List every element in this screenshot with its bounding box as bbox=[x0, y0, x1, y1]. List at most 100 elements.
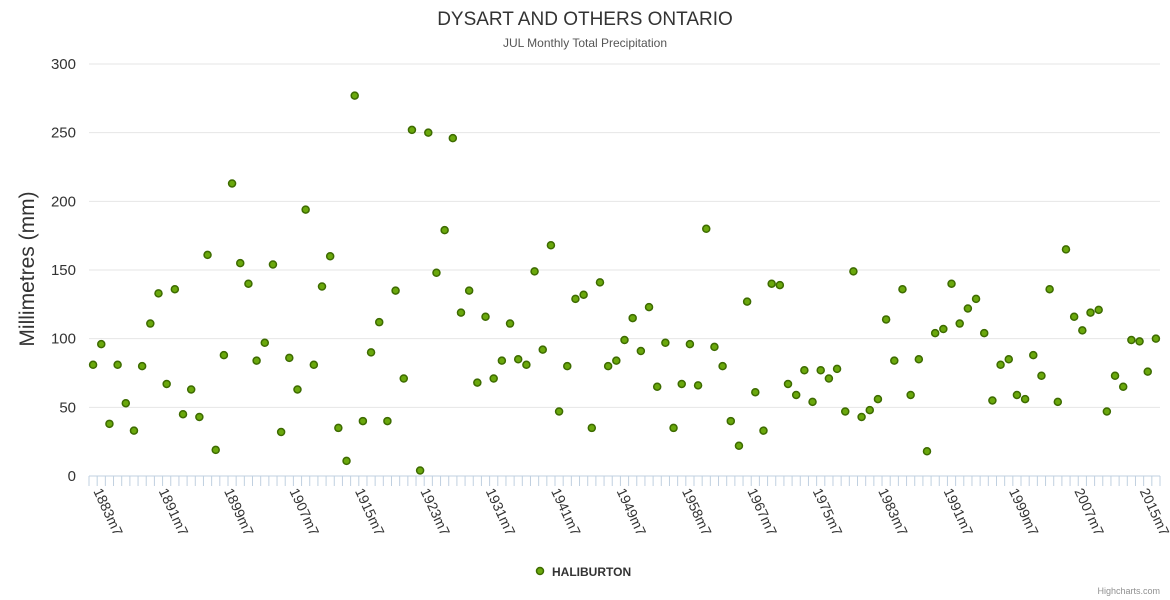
data-point[interactable] bbox=[930, 328, 940, 338]
data-point[interactable] bbox=[522, 360, 531, 370]
data-point[interactable] bbox=[88, 360, 98, 370]
data-point[interactable] bbox=[113, 360, 122, 370]
data-point[interactable] bbox=[1045, 284, 1054, 294]
data-point[interactable] bbox=[186, 385, 196, 394]
data-point[interactable] bbox=[840, 407, 850, 416]
data-point[interactable] bbox=[1078, 326, 1087, 335]
data-point[interactable] bbox=[334, 423, 343, 433]
data-point[interactable] bbox=[448, 133, 458, 143]
data-point[interactable] bbox=[1127, 335, 1136, 345]
data-point[interactable] bbox=[1012, 390, 1022, 400]
data-point[interactable] bbox=[1029, 350, 1038, 360]
data-point[interactable] bbox=[587, 423, 597, 433]
data-point[interactable] bbox=[497, 356, 507, 365]
data-point[interactable] bbox=[1118, 382, 1128, 391]
data-point[interactable] bbox=[399, 374, 409, 383]
data-point[interactable] bbox=[342, 456, 351, 466]
legend-item[interactable]: HALIBURTON bbox=[535, 565, 632, 579]
data-point[interactable] bbox=[546, 241, 556, 250]
data-point[interactable] bbox=[456, 308, 466, 317]
data-point[interactable] bbox=[415, 466, 425, 475]
data-point[interactable] bbox=[849, 267, 858, 276]
data-point[interactable] bbox=[391, 286, 400, 295]
data-point[interactable] bbox=[734, 441, 744, 451]
data-point[interactable] bbox=[407, 125, 417, 135]
data-point[interactable] bbox=[767, 279, 776, 288]
data-point[interactable] bbox=[530, 267, 539, 276]
data-point[interactable] bbox=[260, 338, 270, 348]
data-point[interactable] bbox=[751, 387, 760, 397]
data-point[interactable] bbox=[473, 378, 482, 387]
data-point[interactable] bbox=[873, 394, 883, 404]
data-point[interactable] bbox=[922, 447, 932, 456]
data-point[interactable] bbox=[579, 290, 588, 299]
data-point[interactable] bbox=[718, 361, 727, 371]
data-point[interactable] bbox=[742, 297, 752, 306]
data-point[interactable] bbox=[881, 315, 891, 324]
data-point[interactable] bbox=[832, 364, 842, 374]
data-point[interactable] bbox=[914, 355, 924, 364]
data-point[interactable] bbox=[1037, 371, 1046, 380]
data-point[interactable] bbox=[374, 317, 384, 327]
data-point[interactable] bbox=[203, 250, 212, 260]
data-point[interactable] bbox=[464, 286, 474, 295]
data-point[interactable] bbox=[268, 260, 278, 269]
data-point[interactable] bbox=[775, 280, 785, 290]
data-point[interactable] bbox=[783, 379, 793, 389]
data-point[interactable] bbox=[1053, 397, 1063, 407]
data-point[interactable] bbox=[219, 350, 229, 360]
data-point[interactable] bbox=[759, 426, 768, 435]
data-point[interactable] bbox=[693, 381, 703, 390]
data-point[interactable] bbox=[317, 282, 327, 291]
data-point[interactable] bbox=[971, 294, 981, 304]
data-point[interactable] bbox=[325, 252, 335, 261]
data-point[interactable] bbox=[685, 339, 695, 349]
data-point[interactable] bbox=[890, 356, 899, 365]
data-point[interactable] bbox=[1061, 245, 1071, 254]
data-point[interactable] bbox=[1102, 407, 1112, 416]
data-point[interactable] bbox=[105, 419, 114, 429]
data-point[interactable] bbox=[603, 361, 613, 371]
data-point[interactable] bbox=[816, 366, 825, 375]
data-point[interactable] bbox=[710, 342, 719, 352]
data-point[interactable] bbox=[146, 319, 155, 328]
data-point[interactable] bbox=[1004, 355, 1014, 364]
data-point[interactable] bbox=[440, 225, 449, 235]
data-point[interactable] bbox=[865, 405, 875, 415]
data-point[interactable] bbox=[170, 284, 180, 294]
data-point[interactable] bbox=[791, 390, 801, 400]
data-point[interactable] bbox=[211, 445, 220, 455]
data-point[interactable] bbox=[628, 313, 637, 323]
data-point[interactable] bbox=[702, 224, 711, 234]
data-point[interactable] bbox=[244, 279, 253, 288]
data-point[interactable] bbox=[358, 416, 368, 426]
credits-link[interactable]: Highcharts.com bbox=[1097, 586, 1160, 596]
data-point[interactable] bbox=[988, 396, 997, 405]
data-point[interactable] bbox=[129, 426, 139, 435]
data-point[interactable] bbox=[669, 423, 678, 433]
data-point[interactable] bbox=[1020, 394, 1030, 404]
data-point[interactable] bbox=[227, 179, 237, 188]
data-point[interactable] bbox=[432, 268, 441, 277]
data-point[interactable] bbox=[636, 346, 646, 356]
data-point[interactable] bbox=[595, 278, 605, 287]
data-point[interactable] bbox=[121, 398, 131, 408]
data-point[interactable] bbox=[285, 353, 294, 363]
data-point[interactable] bbox=[1135, 337, 1144, 346]
data-point[interactable] bbox=[178, 409, 188, 419]
data-point[interactable] bbox=[309, 360, 319, 370]
data-point[interactable] bbox=[424, 128, 433, 137]
data-point[interactable] bbox=[652, 382, 662, 391]
data-point[interactable] bbox=[939, 324, 948, 334]
data-point[interactable] bbox=[276, 427, 286, 437]
data-point[interactable] bbox=[235, 258, 245, 268]
data-point[interactable] bbox=[644, 302, 654, 312]
data-point[interactable] bbox=[947, 279, 956, 288]
data-point[interactable] bbox=[857, 412, 866, 422]
data-point[interactable] bbox=[1143, 367, 1152, 376]
data-point[interactable] bbox=[996, 360, 1005, 370]
data-point[interactable] bbox=[383, 416, 392, 426]
data-point[interactable] bbox=[554, 407, 564, 416]
data-point[interactable] bbox=[571, 294, 580, 304]
data-point[interactable] bbox=[293, 385, 302, 394]
